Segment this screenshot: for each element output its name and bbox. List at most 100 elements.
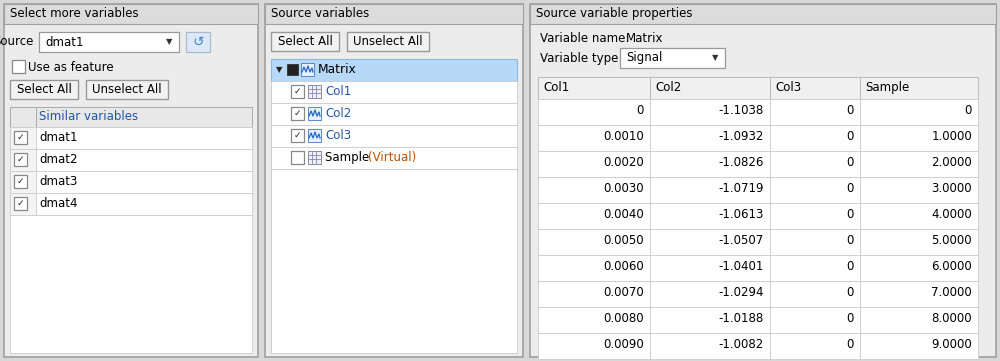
Bar: [770, 229, 860, 255]
Bar: [860, 177, 978, 203]
Text: ✓: ✓: [17, 155, 24, 164]
Text: Col1: Col1: [543, 81, 569, 94]
Text: Matrix: Matrix: [318, 63, 357, 76]
Bar: [291, 85, 304, 98]
Text: ✓: ✓: [17, 177, 24, 186]
Text: 0.0030: 0.0030: [603, 182, 644, 195]
Bar: [10, 215, 252, 353]
Text: 3.0000: 3.0000: [931, 182, 972, 195]
Bar: [10, 171, 36, 193]
Bar: [14, 175, 27, 188]
Bar: [538, 151, 650, 177]
Text: ▼: ▼: [276, 65, 282, 74]
Text: Source: Source: [0, 35, 34, 48]
Text: Similar variables: Similar variables: [39, 110, 138, 123]
Bar: [860, 281, 978, 307]
Bar: [271, 103, 517, 125]
Text: -1.0082: -1.0082: [719, 338, 764, 351]
Bar: [538, 255, 650, 281]
Text: Sample: Sample: [325, 151, 373, 164]
Bar: [265, 4, 523, 357]
Text: dmat4: dmat4: [39, 197, 78, 210]
Text: 0: 0: [847, 286, 854, 299]
Bar: [860, 333, 978, 359]
Text: -1.0932: -1.0932: [719, 130, 764, 143]
Bar: [538, 229, 650, 255]
Bar: [14, 197, 27, 210]
Text: Select more variables: Select more variables: [10, 7, 139, 20]
Text: 5.0000: 5.0000: [931, 234, 972, 247]
Text: 7.0000: 7.0000: [931, 286, 972, 299]
Text: 0.0010: 0.0010: [603, 130, 644, 143]
Bar: [271, 32, 339, 51]
Text: dmat1: dmat1: [39, 131, 78, 144]
Bar: [538, 99, 650, 125]
Bar: [10, 193, 36, 215]
Bar: [860, 125, 978, 151]
Bar: [860, 77, 978, 99]
Bar: [538, 203, 650, 229]
Bar: [770, 177, 860, 203]
Text: ▼: ▼: [712, 53, 718, 62]
Bar: [271, 169, 517, 353]
Text: dmat2: dmat2: [39, 153, 78, 166]
Text: 8.0000: 8.0000: [931, 312, 972, 325]
Bar: [4, 4, 258, 24]
Text: 0: 0: [847, 156, 854, 169]
Bar: [650, 333, 770, 359]
Bar: [271, 147, 517, 169]
Bar: [770, 77, 860, 99]
Bar: [291, 151, 304, 164]
Bar: [271, 81, 517, 103]
Bar: [538, 333, 650, 359]
Bar: [291, 129, 304, 142]
Text: -1.0613: -1.0613: [719, 208, 764, 221]
Text: Source variables: Source variables: [271, 7, 369, 20]
Text: 0.0070: 0.0070: [603, 286, 644, 299]
Bar: [650, 229, 770, 255]
Text: Select All: Select All: [278, 35, 332, 48]
Bar: [650, 307, 770, 333]
Bar: [86, 80, 168, 99]
Text: 6.0000: 6.0000: [931, 260, 972, 273]
Bar: [770, 99, 860, 125]
Bar: [10, 107, 36, 127]
Bar: [538, 77, 978, 99]
Bar: [39, 32, 179, 52]
Text: 0: 0: [847, 312, 854, 325]
Text: 0: 0: [847, 234, 854, 247]
Text: ✓: ✓: [17, 199, 24, 208]
Text: Col3: Col3: [775, 81, 801, 94]
Bar: [650, 203, 770, 229]
Text: -1.0719: -1.0719: [718, 182, 764, 195]
Bar: [14, 131, 27, 144]
Bar: [347, 32, 429, 51]
Bar: [620, 48, 725, 68]
Bar: [860, 229, 978, 255]
Text: -1.1038: -1.1038: [719, 104, 764, 117]
Bar: [770, 203, 860, 229]
Text: Col3: Col3: [325, 129, 351, 142]
Text: Unselect All: Unselect All: [92, 83, 162, 96]
Text: Variable name:: Variable name:: [540, 32, 629, 45]
Text: 9.0000: 9.0000: [931, 338, 972, 351]
Text: 0.0080: 0.0080: [603, 312, 644, 325]
Bar: [860, 255, 978, 281]
Bar: [308, 85, 321, 98]
Text: Col2: Col2: [655, 81, 681, 94]
Text: Unselect All: Unselect All: [353, 35, 423, 48]
Text: -1.0507: -1.0507: [719, 234, 764, 247]
Text: 0.0040: 0.0040: [603, 208, 644, 221]
Bar: [10, 149, 36, 171]
Bar: [770, 125, 860, 151]
Text: -1.0826: -1.0826: [719, 156, 764, 169]
Text: 0.0060: 0.0060: [603, 260, 644, 273]
Bar: [770, 255, 860, 281]
Text: 2.0000: 2.0000: [931, 156, 972, 169]
Bar: [10, 149, 252, 171]
Bar: [265, 4, 523, 24]
Bar: [650, 125, 770, 151]
Text: -1.0294: -1.0294: [718, 286, 764, 299]
Text: ✓: ✓: [294, 109, 301, 118]
Text: Variable type: Variable type: [540, 52, 618, 65]
